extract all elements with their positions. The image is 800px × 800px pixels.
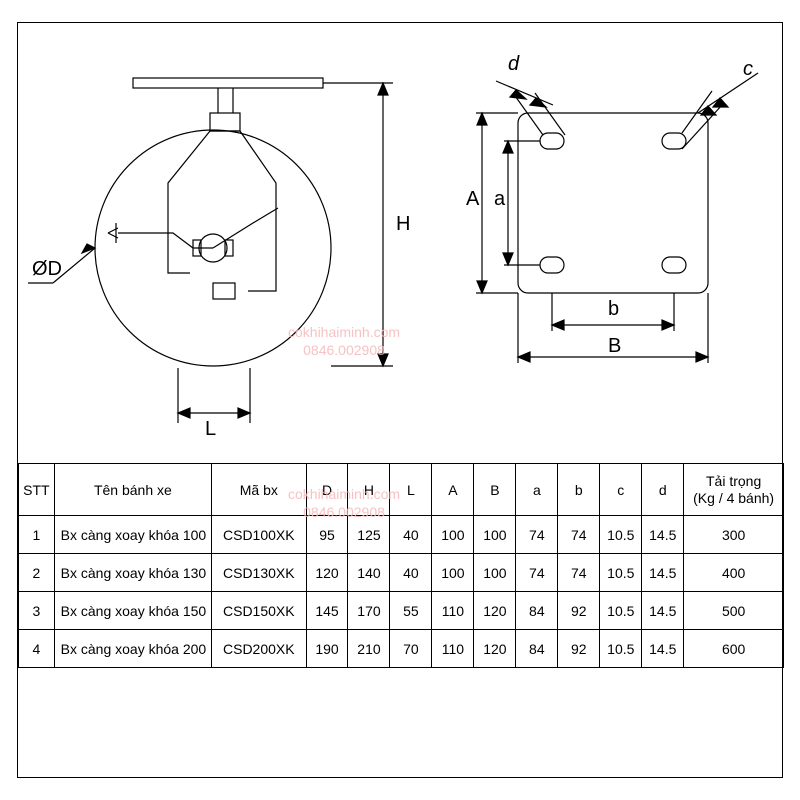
cell: 100 bbox=[432, 516, 474, 554]
cell: 10.5 bbox=[600, 516, 642, 554]
label-a-low: a bbox=[494, 188, 505, 211]
table-header-row: STT Tên bánh xe Mã bx D H L A B a b c d … bbox=[19, 464, 784, 516]
th-d: d bbox=[642, 464, 684, 516]
cell: 120 bbox=[474, 630, 516, 668]
cell: Bx càng xoay khóa 200 bbox=[54, 630, 211, 668]
wm2-line1: cokhihaiminh.com bbox=[288, 486, 400, 502]
cell: 170 bbox=[348, 592, 390, 630]
cell: 74 bbox=[516, 516, 558, 554]
wm2-line2: 0846.002908 bbox=[303, 504, 385, 520]
th-a: a bbox=[516, 464, 558, 516]
cell: 500 bbox=[684, 592, 784, 630]
cell: Bx càng xoay khóa 150 bbox=[54, 592, 211, 630]
th-stt: STT bbox=[19, 464, 55, 516]
label-d-low: d bbox=[508, 53, 519, 76]
side-view-drawing bbox=[18, 23, 438, 453]
th-c: c bbox=[600, 464, 642, 516]
cell: Bx càng xoay khóa 130 bbox=[54, 554, 211, 592]
label-L: L bbox=[205, 418, 216, 441]
wm1-line1: cokhihaiminh.com bbox=[288, 324, 400, 340]
table-body: 1 Bx càng xoay khóa 100 CSD100XK 95 125 … bbox=[19, 516, 784, 668]
cell: 70 bbox=[390, 630, 432, 668]
cell: 40 bbox=[390, 554, 432, 592]
table-row: 3 Bx càng xoay khóa 150 CSD150XK 145 170… bbox=[19, 592, 784, 630]
label-c-low: c bbox=[743, 58, 753, 81]
watermark-1: cokhihaiminh.com 0846.002908 bbox=[288, 323, 400, 359]
cell: 10.5 bbox=[600, 554, 642, 592]
top-view-drawing bbox=[458, 33, 788, 393]
label-H: H bbox=[396, 213, 410, 236]
th-B: B bbox=[474, 464, 516, 516]
cell: 14.5 bbox=[642, 554, 684, 592]
th-A: A bbox=[432, 464, 474, 516]
cell: 74 bbox=[558, 516, 600, 554]
cell: 110 bbox=[432, 630, 474, 668]
cell: 14.5 bbox=[642, 630, 684, 668]
watermark-2: cokhihaiminh.com 0846.002908 bbox=[288, 485, 400, 521]
diagram-area: H L ØD bbox=[18, 23, 784, 463]
label-b-low: b bbox=[608, 298, 619, 321]
cell: Bx càng xoay khóa 100 bbox=[54, 516, 211, 554]
table-row: 2 Bx càng xoay khóa 130 CSD130XK 120 140… bbox=[19, 554, 784, 592]
th-tai: Tải trọng(Kg / 4 bánh) bbox=[684, 464, 784, 516]
cell: 84 bbox=[516, 630, 558, 668]
cell: 92 bbox=[558, 630, 600, 668]
cell: 100 bbox=[474, 516, 516, 554]
cell: 400 bbox=[684, 554, 784, 592]
cell: 10.5 bbox=[600, 592, 642, 630]
label-B-cap: B bbox=[608, 335, 621, 358]
cell: 74 bbox=[558, 554, 600, 592]
cell: 14.5 bbox=[642, 516, 684, 554]
cell: CSD150XK bbox=[212, 592, 306, 630]
cell: 84 bbox=[516, 592, 558, 630]
table-row: 1 Bx càng xoay khóa 100 CSD100XK 95 125 … bbox=[19, 516, 784, 554]
cell: 120 bbox=[474, 592, 516, 630]
cell: 100 bbox=[432, 554, 474, 592]
cell: 110 bbox=[432, 592, 474, 630]
cell: 92 bbox=[558, 592, 600, 630]
drawing-frame: H L ØD bbox=[17, 22, 783, 778]
cell: 14.5 bbox=[642, 592, 684, 630]
wm1-line2: 0846.002908 bbox=[303, 342, 385, 358]
cell: 300 bbox=[684, 516, 784, 554]
table-row: 4 Bx càng xoay khóa 200 CSD200XK 190 210… bbox=[19, 630, 784, 668]
label-A-cap: A bbox=[466, 188, 479, 211]
cell: 100 bbox=[474, 554, 516, 592]
spec-table: STT Tên bánh xe Mã bx D H L A B a b c d … bbox=[18, 463, 784, 668]
cell: 55 bbox=[390, 592, 432, 630]
cell: 120 bbox=[306, 554, 348, 592]
cell: 190 bbox=[306, 630, 348, 668]
th-ten: Tên bánh xe bbox=[54, 464, 211, 516]
label-OD: ØD bbox=[32, 258, 62, 281]
cell: 4 bbox=[19, 630, 55, 668]
cell: 10.5 bbox=[600, 630, 642, 668]
cell: CSD200XK bbox=[212, 630, 306, 668]
th-b: b bbox=[558, 464, 600, 516]
cell: CSD130XK bbox=[212, 554, 306, 592]
cell: 2 bbox=[19, 554, 55, 592]
cell: 210 bbox=[348, 630, 390, 668]
cell: 600 bbox=[684, 630, 784, 668]
cell: 145 bbox=[306, 592, 348, 630]
cell: 1 bbox=[19, 516, 55, 554]
cell: 140 bbox=[348, 554, 390, 592]
cell: 74 bbox=[516, 554, 558, 592]
cell: 3 bbox=[19, 592, 55, 630]
